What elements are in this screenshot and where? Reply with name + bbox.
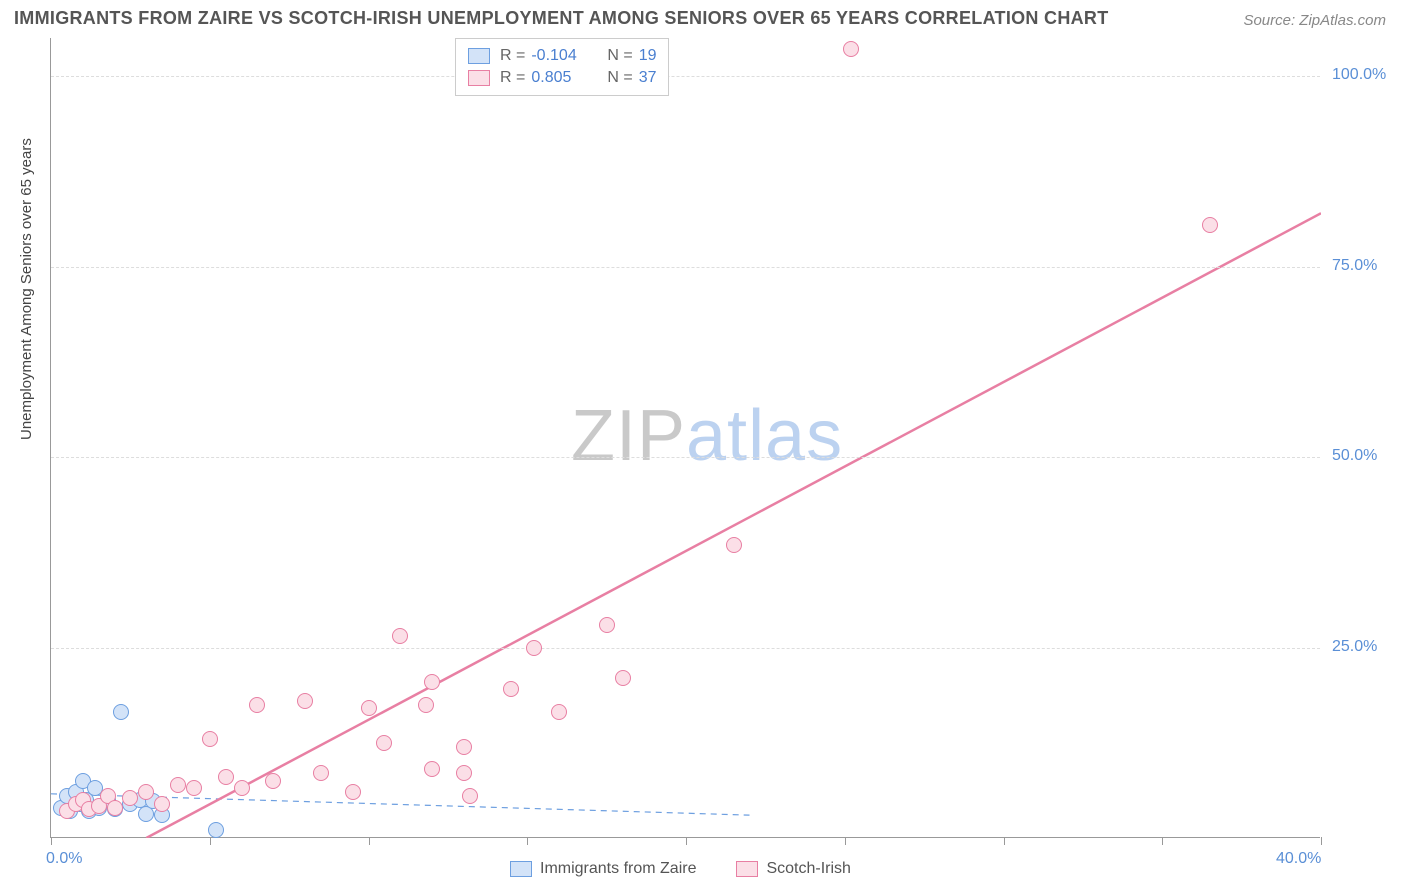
x-tick	[1162, 837, 1163, 845]
chart-title: IMMIGRANTS FROM ZAIRE VS SCOTCH-IRISH UN…	[14, 8, 1109, 29]
y-axis-label: Unemployment Among Seniors over 65 years	[18, 138, 35, 440]
y-tick-label: 75.0%	[1332, 257, 1377, 275]
y-tick-label: 25.0%	[1332, 638, 1377, 656]
data-point	[138, 784, 154, 800]
legend-row: R = -0.104 N = 19	[468, 45, 656, 67]
x-tick	[845, 837, 846, 845]
legend-label: Immigrants from Zaire	[540, 860, 696, 878]
x-tick	[527, 837, 528, 845]
x-tick	[686, 837, 687, 845]
legend-swatch	[468, 70, 490, 86]
watermark: ZIPatlas	[571, 395, 843, 477]
data-point	[154, 796, 170, 812]
x-tick-label: 40.0%	[1276, 850, 1321, 868]
data-point	[186, 780, 202, 796]
x-tick	[51, 837, 52, 845]
legend-swatch	[468, 48, 490, 64]
gridline	[51, 648, 1320, 649]
plot-area: ZIPatlas	[50, 38, 1320, 838]
data-point	[361, 700, 377, 716]
data-point	[107, 800, 123, 816]
r-label: R =	[500, 69, 525, 87]
correlation-legend: R = -0.104 N = 19 R = 0.805 N = 37	[455, 38, 669, 96]
x-tick	[369, 837, 370, 845]
data-point	[113, 704, 129, 720]
data-point	[249, 697, 265, 713]
data-point	[265, 773, 281, 789]
r-value: 0.805	[531, 69, 591, 87]
data-point	[418, 697, 434, 713]
data-point	[122, 790, 138, 806]
x-tick-label: 0.0%	[46, 850, 82, 868]
r-value: -0.104	[531, 47, 591, 65]
legend-item: Immigrants from Zaire	[510, 860, 696, 878]
n-label: N =	[607, 47, 632, 65]
data-point	[615, 670, 631, 686]
data-point	[392, 628, 408, 644]
x-tick	[1004, 837, 1005, 845]
data-point	[503, 681, 519, 697]
x-tick	[1321, 837, 1322, 845]
n-value: 19	[639, 47, 657, 65]
n-label: N =	[607, 69, 632, 87]
data-point	[208, 822, 224, 838]
trend-line	[146, 213, 1321, 838]
data-point	[456, 765, 472, 781]
trend-lines-layer	[51, 38, 1321, 838]
legend-swatch	[510, 861, 532, 877]
gridline	[51, 457, 1320, 458]
data-point	[234, 780, 250, 796]
x-tick	[210, 837, 211, 845]
data-point	[424, 761, 440, 777]
n-value: 37	[639, 69, 657, 87]
legend-swatch	[736, 861, 758, 877]
data-point	[599, 617, 615, 633]
data-point	[376, 735, 392, 751]
legend-row: R = 0.805 N = 37	[468, 67, 656, 89]
data-point	[202, 731, 218, 747]
y-tick-label: 50.0%	[1332, 447, 1377, 465]
series-legend: Immigrants from Zaire Scotch-Irish	[510, 860, 851, 878]
source-attribution: Source: ZipAtlas.com	[1243, 12, 1386, 29]
legend-label: Scotch-Irish	[766, 860, 850, 878]
data-point	[726, 537, 742, 553]
data-point	[424, 674, 440, 690]
data-point	[551, 704, 567, 720]
legend-item: Scotch-Irish	[736, 860, 850, 878]
chart-container: IMMIGRANTS FROM ZAIRE VS SCOTCH-IRISH UN…	[0, 0, 1406, 892]
gridline	[51, 76, 1320, 77]
data-point	[170, 777, 186, 793]
gridline	[51, 267, 1320, 268]
watermark-atlas: atlas	[686, 396, 843, 476]
y-tick-label: 100.0%	[1332, 66, 1386, 84]
data-point	[297, 693, 313, 709]
data-point	[313, 765, 329, 781]
data-point	[526, 640, 542, 656]
data-point	[1202, 217, 1218, 233]
watermark-zip: ZIP	[571, 396, 686, 476]
data-point	[462, 788, 478, 804]
data-point	[345, 784, 361, 800]
data-point	[843, 41, 859, 57]
r-label: R =	[500, 47, 525, 65]
data-point	[218, 769, 234, 785]
data-point	[456, 739, 472, 755]
